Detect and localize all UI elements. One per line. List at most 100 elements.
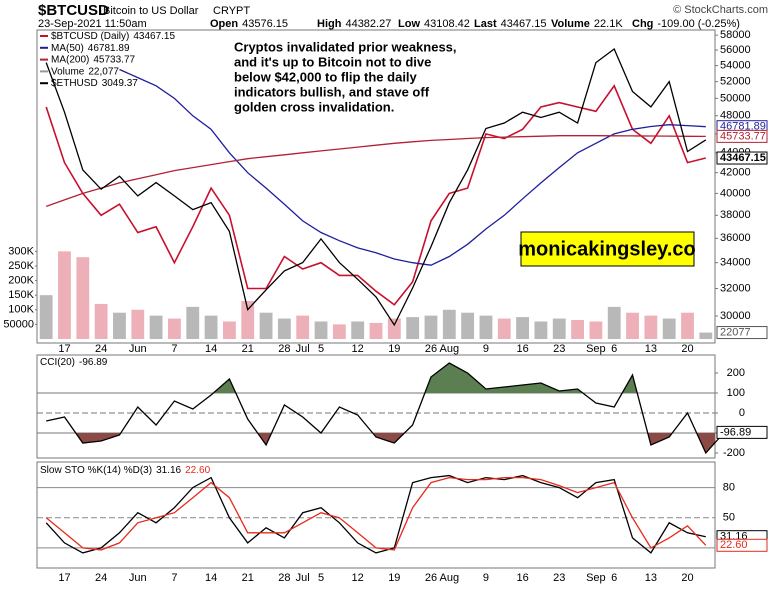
annotation-line: golden cross invalidation. (234, 99, 394, 114)
last-value: -96.89 (720, 426, 751, 438)
x-tick-label: 19 (388, 572, 400, 584)
quote-label: Low (398, 18, 420, 30)
annotation-line: below $42,000 to flip the daily (234, 69, 418, 84)
annotation-box (228, 38, 468, 120)
volume-bar (222, 321, 236, 339)
volume-bar (662, 318, 676, 339)
quote-value: 22.1K (594, 18, 623, 30)
volume-bar (681, 312, 694, 339)
volume-bar (351, 321, 365, 339)
quote-value: 43467.15 (501, 18, 547, 30)
volume-bar (113, 312, 126, 339)
series-line (45, 135, 706, 208)
y-tick-label: 52000 (720, 76, 751, 88)
volume-bar (626, 312, 639, 339)
x-tick-label: 12 (352, 572, 364, 584)
last-value: 45733.77 (720, 130, 766, 142)
legend-name: CCI(20) (40, 357, 75, 368)
y-tick-label: 58000 (720, 29, 751, 41)
legend-name: $ETHUSD (51, 78, 98, 89)
last-value-box (716, 326, 768, 340)
legend-title: Slow STO %K(14) %D(3) (40, 465, 152, 476)
y-tick-label: 48000 (720, 110, 751, 122)
quote-value: 43576.15 (242, 18, 288, 30)
volume-bar (461, 312, 475, 339)
y-tick-label: 32000 (720, 282, 751, 294)
volume-bar (58, 251, 71, 339)
legend-value: 22,077 (88, 66, 119, 77)
volume-bar (168, 318, 181, 339)
quote: Last 43467.15 (474, 18, 547, 30)
volume-bar (442, 309, 456, 339)
series-line (45, 474, 706, 554)
volume-tick-label: 200K (8, 274, 34, 286)
volume-bar (277, 318, 291, 339)
x-tick-label: 6 (611, 572, 617, 584)
quote-value: 43108.42 (424, 18, 470, 30)
x-tick-label: Jun (129, 572, 147, 584)
legend-value: -96.89 (79, 357, 108, 368)
x-tick-label: Jul (296, 572, 310, 584)
volume-bar (314, 321, 328, 339)
last-value-box (716, 151, 768, 165)
legend-value: 22.60 (185, 465, 210, 476)
x-tick-label: 21 (242, 572, 254, 584)
x-tick-label: 13 (645, 343, 657, 355)
y-tick-label: 80 (723, 482, 735, 494)
y-tick-label: 36000 (720, 232, 751, 244)
x-tick-label: 14 (205, 572, 217, 584)
volume-bar (406, 317, 420, 339)
legend-item: $BTCUSD (Daily) 43467.15 (51, 31, 175, 42)
volume-bar (571, 320, 584, 339)
quote: Volume 22.1K (551, 18, 623, 30)
legend-item: CCI(20) -96.89 (40, 357, 108, 368)
annotation-line: and it's up to Bitcoin not to dive (234, 54, 431, 69)
legend-name: MA(50) (51, 42, 84, 53)
legend-item: MA(50) 46781.89 (51, 42, 130, 53)
symbol-name: Bitcoin to US Dollar (103, 5, 199, 17)
volume-bar (241, 301, 255, 339)
y-tick-label: 50 (723, 512, 735, 524)
quote: Low 43108.42 (398, 18, 470, 30)
legend-item: Slow STO %K(14) %D(3) 31.16 22.60 (40, 465, 211, 476)
y-tick-label: -200 (723, 447, 745, 459)
banner-box (520, 231, 695, 267)
x-tick-label: 9 (483, 343, 489, 355)
quote: High 44382.27 (317, 18, 391, 30)
copyright: © StockCharts.com (673, 4, 768, 16)
volume-bar (699, 332, 713, 339)
y-tick-label: 100 (727, 387, 745, 399)
quote: Chg -109.00 (-0.25%) (632, 18, 740, 30)
x-tick-label: Jul (296, 343, 310, 355)
x-tick-label: 16 (516, 343, 528, 355)
y-tick-label: 50000 (720, 92, 751, 104)
volume-tick-label: 150K (8, 289, 34, 301)
volume-bar (552, 318, 566, 339)
volume-bar (332, 324, 346, 339)
y-tick-label: 30000 (720, 310, 751, 322)
volume-bar (644, 315, 658, 339)
volume-bar (516, 317, 530, 339)
x-tick-label: Sep (586, 343, 606, 355)
y-tick-label: 42000 (720, 167, 751, 179)
volume-bar (387, 318, 401, 339)
quote-value: -109.00 (-0.25%) (657, 18, 740, 30)
quote-label: Open (210, 18, 238, 30)
legend-value: 31.16 (156, 465, 181, 476)
quote-label: Volume (551, 18, 590, 30)
sto-panel (36, 461, 716, 569)
volume-tick-label: 100K (8, 304, 34, 316)
volume-bar (149, 315, 163, 339)
cci-panel (36, 354, 716, 459)
volume-bar (497, 318, 511, 339)
last-value: 46781.89 (720, 121, 766, 133)
y-tick-label: 40000 (720, 187, 751, 199)
annotation-line: Cryptos invalidated prior weakness, (234, 39, 457, 54)
x-tick-label: 26 (425, 572, 437, 584)
quote: Open 43576.15 (210, 18, 288, 30)
banner: monicakingsley.co (518, 238, 695, 260)
last-value-box (716, 129, 768, 143)
volume-bar (204, 315, 218, 339)
volume-bar (424, 315, 438, 339)
